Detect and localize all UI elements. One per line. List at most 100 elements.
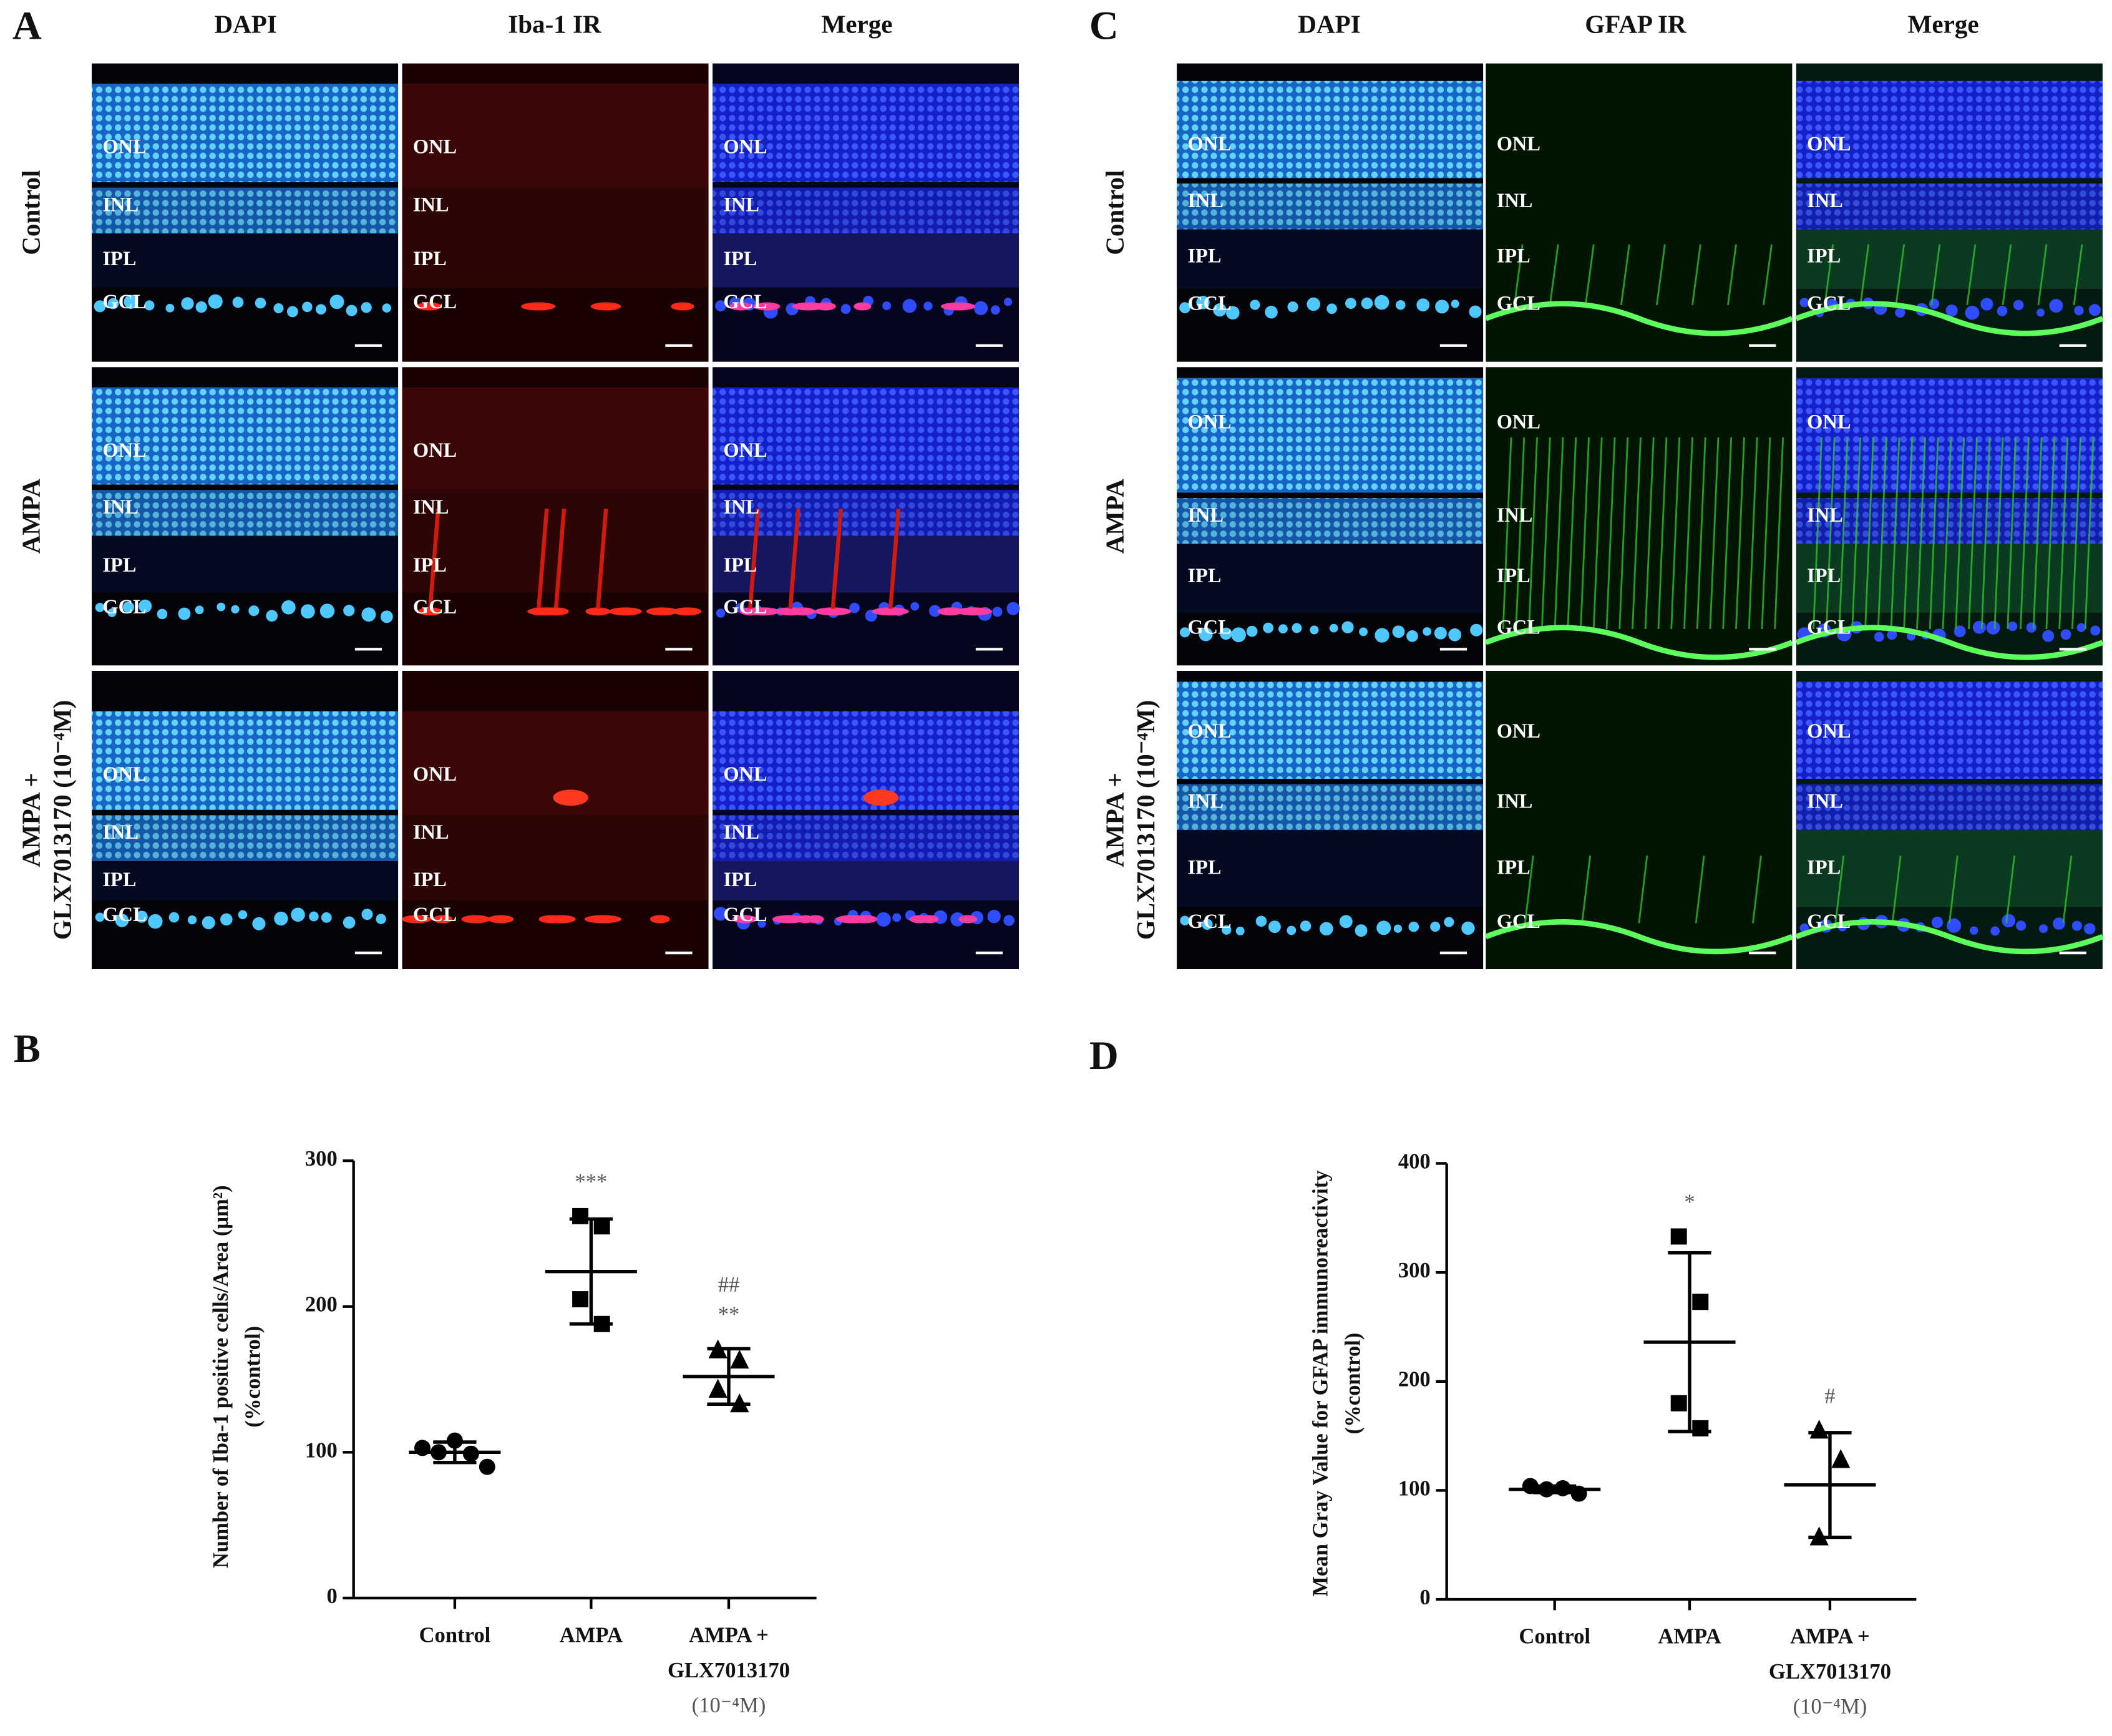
gcl-nucleus	[1408, 921, 1419, 932]
column-header: Iba-1 IR	[508, 10, 602, 39]
onl-band	[1177, 80, 1484, 178]
glial-fiber	[1638, 856, 1648, 924]
microglia-process	[788, 509, 801, 609]
gcl-nucleus	[1300, 920, 1311, 932]
gcl-nucleus	[1461, 921, 1475, 935]
gcl-nucleus	[1470, 623, 1483, 636]
glial-fiber	[1966, 244, 1977, 306]
gcl-nucleus	[217, 602, 226, 612]
gcl-nucleus	[1179, 302, 1190, 313]
glial-fiber	[2037, 244, 2048, 306]
gcl-nucleus	[1359, 627, 1368, 636]
data-point	[1692, 1420, 1709, 1436]
microglia	[521, 302, 556, 311]
gcl-nucleus	[2053, 917, 2065, 930]
layer-label: IPL	[723, 554, 757, 577]
layer-label: GCL	[1807, 616, 1851, 638]
gcl-nucleus	[902, 299, 917, 313]
glial-fiber	[1942, 437, 1952, 630]
inl-band	[402, 815, 709, 900]
inl-band	[713, 490, 1020, 536]
glial-fiber	[1722, 437, 1733, 630]
glial-fiber	[2058, 437, 2069, 630]
microglia	[791, 607, 815, 616]
layer-label: INL	[723, 496, 759, 519]
gcl-nucleus	[135, 910, 148, 923]
glial-fiber	[1632, 437, 1642, 630]
glial-fiber	[1528, 437, 1538, 630]
gcl-nucleus	[713, 907, 728, 921]
glial-fiber	[1515, 437, 1526, 630]
layer-label: GCL	[1187, 292, 1231, 315]
onl-band	[1796, 80, 2103, 178]
gcl-nucleus	[1895, 307, 1905, 318]
glial-fiber	[1644, 437, 1655, 630]
inl-band	[92, 490, 399, 536]
gcl-nucleus	[2060, 629, 2071, 640]
ipl-band	[713, 861, 1020, 900]
glial-fiber	[1980, 437, 1991, 630]
microglia	[527, 607, 565, 616]
microglia-process	[537, 509, 549, 609]
layer-label: IPL	[1187, 856, 1221, 879]
onl-band	[402, 387, 709, 490]
gcl-nucleus	[2037, 308, 2045, 317]
layer-label: IPL	[413, 554, 447, 577]
gcl-nucleus	[1268, 920, 1281, 934]
gcl-nucleus	[1341, 621, 1354, 633]
layer-label: INL	[1187, 790, 1224, 812]
micrograph	[402, 670, 709, 970]
gcl-nucleus	[178, 607, 191, 620]
layer-label: IPL	[413, 869, 447, 891]
gcl-nucleus	[1196, 296, 1210, 310]
y-tick-label: 200	[1398, 1368, 1431, 1392]
microglia	[937, 607, 963, 616]
significance-mark: ##	[718, 1273, 740, 1297]
micrograph-background	[1486, 63, 1793, 362]
layer-label: ONL	[1807, 133, 1851, 155]
glial-fiber	[1916, 437, 1926, 630]
layer-label: ONL	[413, 763, 457, 786]
gcl-nucleus	[987, 909, 1001, 924]
microglia-process	[888, 509, 901, 609]
gcl-nucleus	[309, 911, 319, 922]
y-axis-label: Mean Gray Value for GFAP immunoreactivit…	[1309, 1170, 1333, 1596]
microglia	[729, 302, 752, 311]
glial-endfeet	[1484, 625, 1793, 660]
gcl-nucleus	[2090, 625, 2101, 636]
gcl-nucleus	[757, 919, 766, 928]
gcl-nucleus	[1980, 298, 1993, 311]
gcl-nucleus	[252, 917, 266, 930]
inl-band	[1796, 183, 2103, 230]
significance-mark: #	[1824, 1384, 1835, 1408]
gcl-nucleus	[144, 300, 155, 311]
glial-fiber	[2045, 437, 2056, 630]
layer-label: ONL	[1187, 411, 1231, 434]
gcl-nucleus	[1444, 917, 1454, 927]
layer-label: ONL	[1807, 411, 1851, 434]
glial-fiber	[2032, 437, 2043, 630]
layer-label: ONL	[102, 763, 146, 786]
data-point	[1809, 1420, 1829, 1439]
layer-label: GCL	[413, 904, 457, 926]
layer-label: INL	[1497, 190, 1533, 212]
glial-fiber	[1584, 244, 1595, 306]
layer-label: INL	[413, 496, 449, 519]
layer-label: IPL	[723, 869, 757, 891]
inl-band	[1177, 498, 1484, 544]
gcl-nucleus	[2016, 920, 2027, 931]
data-point	[572, 1291, 589, 1308]
microglia	[590, 302, 621, 311]
gcl-nucleus	[181, 297, 194, 310]
micrograph	[1795, 63, 2104, 362]
data-point	[730, 1349, 749, 1369]
y-tick-label: 0	[1419, 1586, 1430, 1609]
onl-band	[713, 84, 1020, 183]
layer-label: INL	[413, 821, 449, 844]
gcl-nucleus	[1307, 297, 1320, 311]
x-tick-label: Control	[1519, 1625, 1590, 1649]
microglia	[608, 607, 642, 616]
layer-label: ONL	[723, 135, 767, 158]
gcl-nucleus	[1220, 627, 1232, 640]
gcl-nucleus	[2071, 920, 2082, 931]
